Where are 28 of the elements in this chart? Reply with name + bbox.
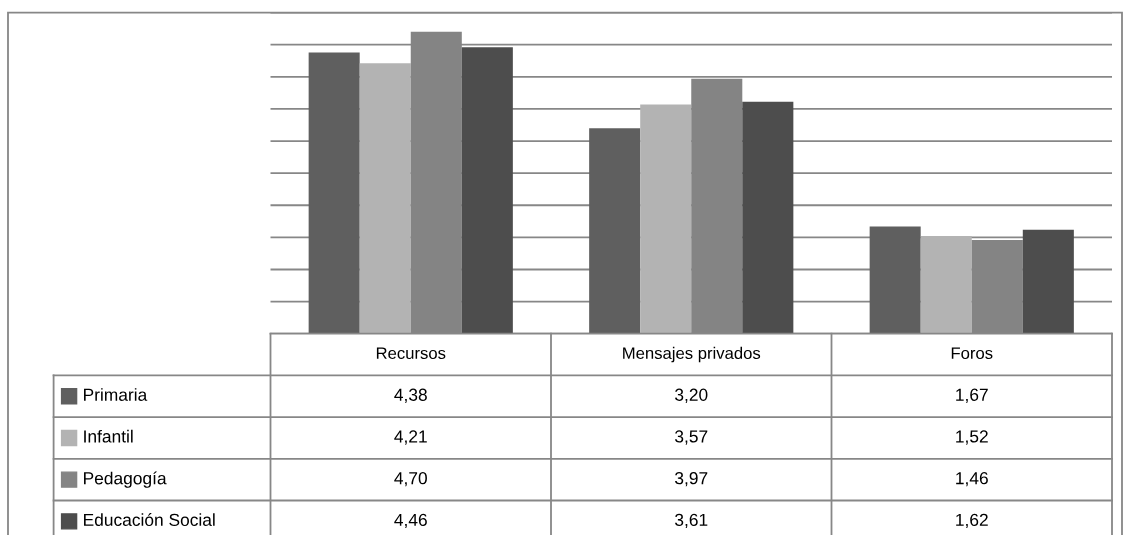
data-label: 4,46: [394, 513, 427, 529]
bar: [640, 104, 692, 334]
bar: [359, 63, 411, 334]
data-label: 3,97: [675, 472, 708, 487]
data-label: 4,21: [394, 430, 427, 445]
bar: [742, 101, 794, 334]
legend-label: Infantil: [84, 429, 133, 443]
x-tick-label: Foros: [951, 347, 993, 360]
legend-label: Primaria: [84, 388, 148, 401]
data-label: 1,62: [956, 513, 988, 529]
bar: [920, 236, 972, 334]
data-label: 3,61: [675, 513, 708, 529]
bar: [589, 128, 641, 334]
bar: [1022, 229, 1074, 334]
data-label: 4,70: [394, 472, 427, 487]
data-label: 3,57: [675, 430, 708, 445]
legend-label: Educación Social: [84, 513, 215, 527]
x-tick-label: Mensajes privados: [623, 346, 761, 363]
bar: [308, 52, 360, 334]
data-label: 1,67: [956, 388, 988, 403]
data-label: 3,20: [675, 388, 708, 403]
data-label: 4,38: [394, 388, 427, 403]
bar: [461, 47, 513, 334]
legend-label: Pedagogía: [84, 471, 167, 488]
data-label: 1,46: [956, 472, 988, 487]
x-tick-label: Recursos: [376, 347, 446, 360]
bar: [869, 226, 921, 334]
data-label: 1,52: [956, 430, 988, 445]
